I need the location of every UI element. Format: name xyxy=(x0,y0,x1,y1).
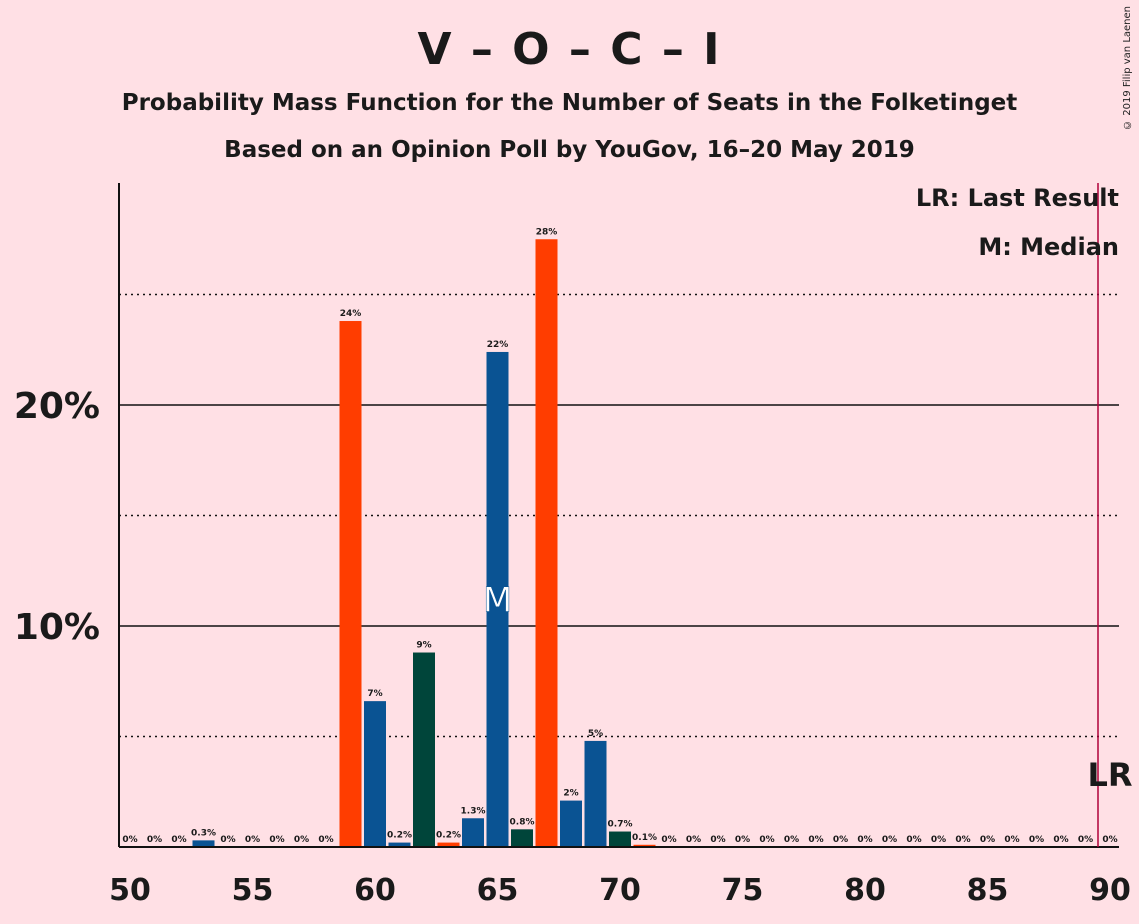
bar-data-label: 0% xyxy=(735,835,750,845)
chart-title: V – O – C – I xyxy=(417,24,722,75)
bar-data-label: 0% xyxy=(318,835,333,845)
bar-seat-63 xyxy=(437,842,460,847)
x-tick-label: 85 xyxy=(967,873,1009,908)
bar-data-label: 0.7% xyxy=(608,820,633,830)
x-tick-label: 75 xyxy=(722,873,764,908)
bar-seat-53 xyxy=(192,840,215,847)
bar-data-label: 22% xyxy=(487,340,509,350)
bar-data-label: 0% xyxy=(784,835,799,845)
bar-data-label: 0% xyxy=(931,835,946,845)
x-tick-label: 70 xyxy=(599,873,641,908)
bar-data-label: 0% xyxy=(882,835,897,845)
x-tick-label: 65 xyxy=(477,873,519,908)
bar-data-label: 0% xyxy=(147,835,162,845)
bar-data-label: 2% xyxy=(563,789,578,799)
bar-data-label: 0% xyxy=(220,835,235,845)
bar-data-label: 0% xyxy=(833,835,848,845)
bar-data-label: 0% xyxy=(1078,835,1093,845)
bar-data-label: 0.1% xyxy=(632,833,657,843)
bar-seat-60 xyxy=(364,701,386,847)
bar-data-label: 0.8% xyxy=(510,817,535,827)
bar-seat-61 xyxy=(388,842,411,847)
x-tick-label: 90 xyxy=(1089,873,1131,908)
bar-data-label: 0% xyxy=(171,835,186,845)
bar-data-label: 0.3% xyxy=(191,828,216,838)
bar-seat-71 xyxy=(633,844,656,847)
median-marker: M xyxy=(483,580,512,620)
bar-seat-59 xyxy=(339,321,362,847)
bar-data-label: 0% xyxy=(1053,835,1068,845)
bar-data-label: 0% xyxy=(759,835,774,845)
bar-data-label: 0% xyxy=(686,835,701,845)
bar-seat-69 xyxy=(584,740,607,847)
bar-seat-70 xyxy=(609,831,631,847)
bar-seat-65 xyxy=(486,351,509,847)
bar-data-label: 24% xyxy=(340,309,362,319)
x-tick-label: 50 xyxy=(109,873,151,908)
bar-data-label: 0% xyxy=(808,835,823,845)
last-result-marker: LR xyxy=(1087,756,1132,794)
bar-seat-68 xyxy=(560,800,582,847)
bar-data-label: 0% xyxy=(955,835,970,845)
bar-data-label: 0% xyxy=(1004,835,1019,845)
bar-seat-62 xyxy=(413,652,435,847)
bar-data-label: 0% xyxy=(269,835,284,845)
bar-data-label: 0% xyxy=(294,835,309,845)
chart-subtitle-1: Probability Mass Function for the Number… xyxy=(121,90,1018,116)
x-tick-label: 80 xyxy=(844,873,886,908)
bar-data-label: 5% xyxy=(588,729,603,739)
bar-data-label: 0.2% xyxy=(436,831,461,841)
y-tick-label: 10% xyxy=(14,607,100,648)
bar-data-label: 0.2% xyxy=(387,831,412,841)
bar-data-label: 0% xyxy=(122,835,137,845)
legend-last-result: LR: Last Result xyxy=(915,184,1119,212)
bar-data-label: 0% xyxy=(980,835,995,845)
bar-data-label: 0% xyxy=(1029,835,1044,845)
bar-seat-64 xyxy=(462,818,484,847)
legend-median: M: Median xyxy=(978,233,1119,261)
x-tick-label: 60 xyxy=(354,873,396,908)
y-tick-label: 20% xyxy=(14,386,100,427)
bar-seat-66 xyxy=(511,829,533,847)
chart-subtitle-2: Based on an Opinion Poll by YouGov, 16–2… xyxy=(224,137,915,163)
bar-data-label: 1.3% xyxy=(461,806,486,816)
bar-data-label: 9% xyxy=(416,641,431,651)
bar-data-label: 0% xyxy=(1102,835,1117,845)
bar-data-label: 7% xyxy=(367,689,382,699)
bar-data-label: 0% xyxy=(245,835,260,845)
bar-data-label: 0% xyxy=(906,835,921,845)
bar-seat-67 xyxy=(535,239,558,847)
bar-data-label: 0% xyxy=(857,835,872,845)
bar-data-label: 0% xyxy=(710,835,725,845)
bar-data-label: 28% xyxy=(536,227,558,237)
bar-data-label: 0% xyxy=(661,835,676,845)
x-tick-label: 55 xyxy=(232,873,274,908)
